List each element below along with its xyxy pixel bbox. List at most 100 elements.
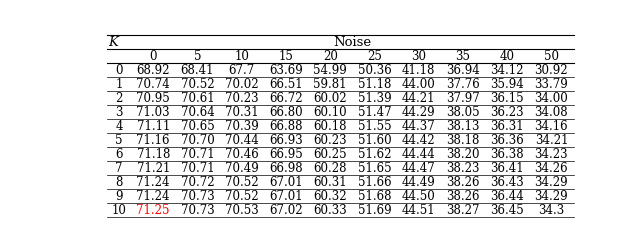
Text: 51.55: 51.55	[358, 120, 391, 133]
Text: 51.62: 51.62	[358, 148, 391, 161]
Text: 70.65: 70.65	[180, 120, 214, 133]
Text: 51.39: 51.39	[358, 92, 391, 105]
Text: 70.23: 70.23	[225, 92, 259, 105]
Text: 68.92: 68.92	[136, 64, 170, 77]
Text: 70.02: 70.02	[225, 78, 259, 91]
Text: 40: 40	[500, 50, 515, 63]
Text: 34.26: 34.26	[534, 162, 568, 175]
Text: 34.3: 34.3	[538, 203, 564, 216]
Text: 44.42: 44.42	[402, 134, 435, 147]
Text: 70.73: 70.73	[180, 190, 214, 202]
Text: 60.10: 60.10	[314, 106, 347, 119]
Text: 66.98: 66.98	[269, 162, 303, 175]
Text: 34.21: 34.21	[534, 134, 568, 147]
Text: 35.94: 35.94	[490, 78, 524, 91]
Text: 70.73: 70.73	[180, 203, 214, 216]
Text: 6: 6	[115, 148, 123, 161]
Text: 38.05: 38.05	[446, 106, 480, 119]
Text: 60.28: 60.28	[314, 162, 347, 175]
Text: 66.95: 66.95	[269, 148, 303, 161]
Text: 0: 0	[150, 50, 157, 63]
Text: 38.18: 38.18	[446, 134, 479, 147]
Text: 5: 5	[194, 50, 201, 63]
Text: 70.39: 70.39	[225, 120, 259, 133]
Text: 8: 8	[115, 176, 123, 189]
Text: 70.72: 70.72	[180, 176, 214, 189]
Text: 37.97: 37.97	[446, 92, 480, 105]
Text: 67.01: 67.01	[269, 176, 303, 189]
Text: 38.26: 38.26	[446, 190, 479, 202]
Text: 37.76: 37.76	[446, 78, 480, 91]
Text: 66.80: 66.80	[269, 106, 303, 119]
Text: Noise: Noise	[333, 36, 371, 49]
Text: 70.95: 70.95	[136, 92, 170, 105]
Text: 44.21: 44.21	[402, 92, 435, 105]
Text: 67.7: 67.7	[228, 64, 255, 77]
Text: 44.51: 44.51	[402, 203, 435, 216]
Text: 35: 35	[456, 50, 470, 63]
Text: 44.00: 44.00	[402, 78, 436, 91]
Text: 60.18: 60.18	[314, 120, 347, 133]
Text: 67.01: 67.01	[269, 190, 303, 202]
Text: 30.92: 30.92	[534, 64, 568, 77]
Text: 10: 10	[112, 203, 127, 216]
Text: 30: 30	[411, 50, 426, 63]
Text: 20: 20	[323, 50, 338, 63]
Text: 15: 15	[278, 50, 293, 63]
Text: 51.65: 51.65	[358, 162, 391, 175]
Text: 71.03: 71.03	[136, 106, 170, 119]
Text: 70.70: 70.70	[180, 134, 214, 147]
Text: 60.02: 60.02	[314, 92, 347, 105]
Text: 44.29: 44.29	[402, 106, 435, 119]
Text: 34.29: 34.29	[534, 176, 568, 189]
Text: 0: 0	[115, 64, 123, 77]
Text: 70.61: 70.61	[180, 92, 214, 105]
Text: 71.24: 71.24	[136, 190, 170, 202]
Text: 51.18: 51.18	[358, 78, 391, 91]
Text: 66.88: 66.88	[269, 120, 303, 133]
Text: 44.47: 44.47	[402, 162, 436, 175]
Text: 38.26: 38.26	[446, 176, 479, 189]
Text: 50: 50	[544, 50, 559, 63]
Text: 34.12: 34.12	[490, 64, 524, 77]
Text: 9: 9	[115, 190, 123, 202]
Text: 70.52: 70.52	[225, 190, 259, 202]
Text: 1: 1	[115, 78, 123, 91]
Text: 60.31: 60.31	[314, 176, 347, 189]
Text: 7: 7	[115, 162, 123, 175]
Text: 70.46: 70.46	[225, 148, 259, 161]
Text: 50.36: 50.36	[358, 64, 391, 77]
Text: 59.81: 59.81	[314, 78, 347, 91]
Text: 2: 2	[115, 92, 123, 105]
Text: 41.18: 41.18	[402, 64, 435, 77]
Text: 36.41: 36.41	[490, 162, 524, 175]
Text: 36.45: 36.45	[490, 203, 524, 216]
Text: 34.29: 34.29	[534, 190, 568, 202]
Text: 44.49: 44.49	[402, 176, 436, 189]
Text: 70.52: 70.52	[180, 78, 214, 91]
Text: 66.72: 66.72	[269, 92, 303, 105]
Text: 54.99: 54.99	[314, 64, 347, 77]
Text: 34.23: 34.23	[534, 148, 568, 161]
Text: 70.52: 70.52	[225, 176, 259, 189]
Text: 70.64: 70.64	[180, 106, 214, 119]
Text: 63.69: 63.69	[269, 64, 303, 77]
Text: 60.33: 60.33	[314, 203, 347, 216]
Text: 3: 3	[115, 106, 123, 119]
Text: 34.08: 34.08	[534, 106, 568, 119]
Text: 51.60: 51.60	[358, 134, 391, 147]
Text: 36.31: 36.31	[490, 120, 524, 133]
Text: 36.38: 36.38	[490, 148, 524, 161]
Text: 4: 4	[115, 120, 123, 133]
Text: 70.71: 70.71	[180, 148, 214, 161]
Text: 36.15: 36.15	[490, 92, 524, 105]
Text: 60.32: 60.32	[314, 190, 347, 202]
Text: 38.23: 38.23	[446, 162, 479, 175]
Text: 67.02: 67.02	[269, 203, 303, 216]
Text: 60.25: 60.25	[314, 148, 347, 161]
Text: 51.69: 51.69	[358, 203, 391, 216]
Text: 51.66: 51.66	[358, 176, 391, 189]
Text: 71.21: 71.21	[136, 162, 170, 175]
Text: 33.79: 33.79	[534, 78, 568, 91]
Text: 36.36: 36.36	[490, 134, 524, 147]
